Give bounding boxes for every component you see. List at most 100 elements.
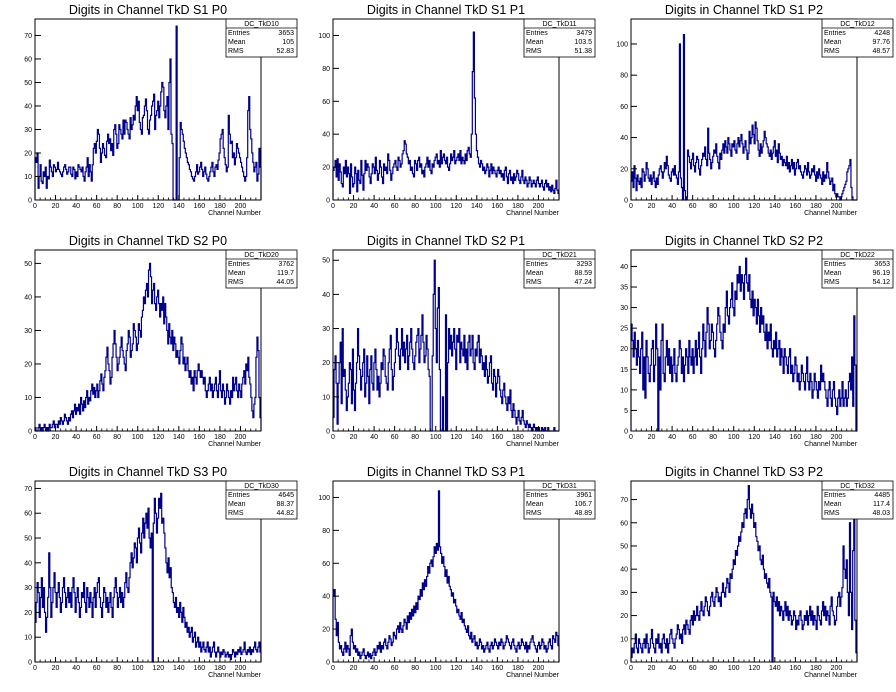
y-tick-label: 60 xyxy=(620,104,628,111)
stats-value: 54.12 xyxy=(872,279,890,286)
y-tick-label: 20 xyxy=(24,610,32,617)
chart-title: Digits in Channel TkD S1 P2 xyxy=(665,3,823,17)
x-tick-label: 20 xyxy=(52,434,60,441)
stats-label: RMS xyxy=(824,510,840,517)
x-tick-label: 120 xyxy=(450,203,462,210)
stats-value: 48.03 xyxy=(872,510,890,517)
x-tick-label: 60 xyxy=(391,665,399,672)
x-tick-label: 80 xyxy=(113,203,121,210)
x-axis-label: Channel Number xyxy=(208,441,262,448)
stats-box: DC_TkD32 Entries 4485 Mean 117.4 RMS 48.03 xyxy=(821,480,894,520)
stats-label: Mean xyxy=(526,39,544,46)
x-tick-label: 160 xyxy=(790,434,802,441)
y-tick-label: 20 xyxy=(24,150,32,157)
stats-value: 119.7 xyxy=(277,270,294,277)
y-tick-label: 0 xyxy=(326,660,330,667)
x-tick-label: 180 xyxy=(810,203,822,210)
y-tick-label: 10 xyxy=(620,387,628,394)
x-tick-label: 40 xyxy=(668,434,676,441)
y-tick-label: 40 xyxy=(322,594,330,601)
stats-label: Mean xyxy=(526,270,544,277)
y-tick-label: 70 xyxy=(620,497,628,504)
stats-label: RMS xyxy=(228,510,244,517)
y-tick-label: 0 xyxy=(28,660,32,667)
x-tick-label: 120 xyxy=(152,665,164,672)
x-tick-label: 120 xyxy=(152,203,164,210)
y-tick-label: 20 xyxy=(620,346,628,353)
x-tick-label: 180 xyxy=(810,665,822,672)
histogram-series xyxy=(34,492,262,663)
x-tick-label: 200 xyxy=(831,665,843,672)
y-tick-label: 35 xyxy=(620,285,628,292)
stats-box-name: DC_TkD31 xyxy=(542,483,577,490)
y-tick-label: 0 xyxy=(624,429,628,436)
x-tick-label: 80 xyxy=(709,203,717,210)
histogram-svg: Digits in Channel TkD S2 P20 20 40 60 80 100 1… xyxy=(620,234,894,448)
y-tick-label: 80 xyxy=(620,73,628,80)
chart-title: Digits in Channel TkD S3 P1 xyxy=(367,465,525,479)
stats-value: 3762 xyxy=(278,261,294,268)
x-tick-label: 120 xyxy=(748,665,760,672)
x-tick-label: 20 xyxy=(648,434,656,441)
stats-label: Entries xyxy=(228,30,250,37)
stats-box: DC_TkD10 Entries 3653 Mean 105 RMS 52.83 xyxy=(225,18,298,58)
x-tick-label: 80 xyxy=(411,665,419,672)
stats-value: 88.59 xyxy=(574,270,592,277)
stats-value: 103.5 xyxy=(574,39,592,46)
stats-box-name: DC_TkD12 xyxy=(840,21,875,28)
y-tick-label: 40 xyxy=(24,294,32,301)
x-tick-label: 140 xyxy=(471,434,483,441)
x-tick-label: 200 xyxy=(235,434,247,441)
histogram-svg: Digits in Channel TkD S1 P1 0 20 40 60 80 100 1… xyxy=(318,3,596,217)
y-tick-label: 100 xyxy=(318,495,330,502)
y-tick-label: 80 xyxy=(322,528,330,535)
stats-label: Mean xyxy=(824,270,842,277)
x-tick-label: 160 xyxy=(492,434,504,441)
x-axis-label: Channel Number xyxy=(506,672,560,679)
x-tick-label: 100 xyxy=(430,203,442,210)
y-tick-label: 60 xyxy=(24,56,32,63)
stats-value: 3653 xyxy=(874,261,890,268)
chart-title: Digits in Channel TkD S3 P0 xyxy=(69,465,227,479)
x-tick-label: 200 xyxy=(831,434,843,441)
x-tick-label: 140 xyxy=(173,665,185,672)
x-tick-label: 0 xyxy=(33,665,37,672)
x-tick-label: 140 xyxy=(471,665,483,672)
stats-box-frame xyxy=(225,249,298,289)
stats-label: Entries xyxy=(824,492,846,499)
x-tick-label: 80 xyxy=(709,434,717,441)
x-tick-label: 180 xyxy=(214,434,226,441)
y-tick-label: 40 xyxy=(322,292,330,299)
y-tick-label: 100 xyxy=(616,41,628,48)
stats-label: RMS xyxy=(228,279,244,286)
stats-box-frame xyxy=(821,480,894,520)
x-tick-label: 20 xyxy=(52,203,60,210)
stats-label: Mean xyxy=(824,501,842,508)
x-tick-label: 40 xyxy=(370,665,378,672)
x-tick-label: 100 xyxy=(132,203,144,210)
stats-box-name: DC_TkD30 xyxy=(244,483,279,490)
x-tick-label: 120 xyxy=(748,203,760,210)
y-tick-label: 30 xyxy=(620,305,628,312)
stats-value: 51.38 xyxy=(574,48,592,55)
histogram-svg: Digits in Channel TkD S2 P10 20 40 60 80 100 1… xyxy=(322,234,596,448)
x-tick-label: 0 xyxy=(629,434,633,441)
x-axis-label: Channel Number xyxy=(804,441,858,448)
histogram-svg: Digits in Channel TkD S2 P00 20 40 60 80 100 1… xyxy=(24,234,298,448)
histogram-series xyxy=(332,259,559,432)
stats-value: 106.7 xyxy=(574,501,592,508)
histogram-svg: Digits in Channel TkD S3 P20 20 40 60 80 100 1… xyxy=(620,465,894,679)
y-tick-label: 50 xyxy=(24,536,32,543)
y-tick-label: 5 xyxy=(624,408,628,415)
stats-label: RMS xyxy=(526,510,542,517)
y-tick-label: 15 xyxy=(620,367,628,374)
stats-box: DC_TkD30 Entries 4645 Mean 88.37 RMS 44.82 xyxy=(225,480,298,520)
y-tick-label: 30 xyxy=(24,127,32,134)
histogram-panel-p11: Digits in Channel TkD S2 P1 0 20 40 60 80 100 1… xyxy=(298,231,596,461)
stats-label: Mean xyxy=(228,501,246,508)
x-tick-label: 160 xyxy=(790,203,802,210)
x-tick-label: 60 xyxy=(93,203,101,210)
stats-box-frame xyxy=(523,249,596,289)
x-tick-label: 40 xyxy=(668,203,676,210)
x-tick-label: 140 xyxy=(471,203,483,210)
